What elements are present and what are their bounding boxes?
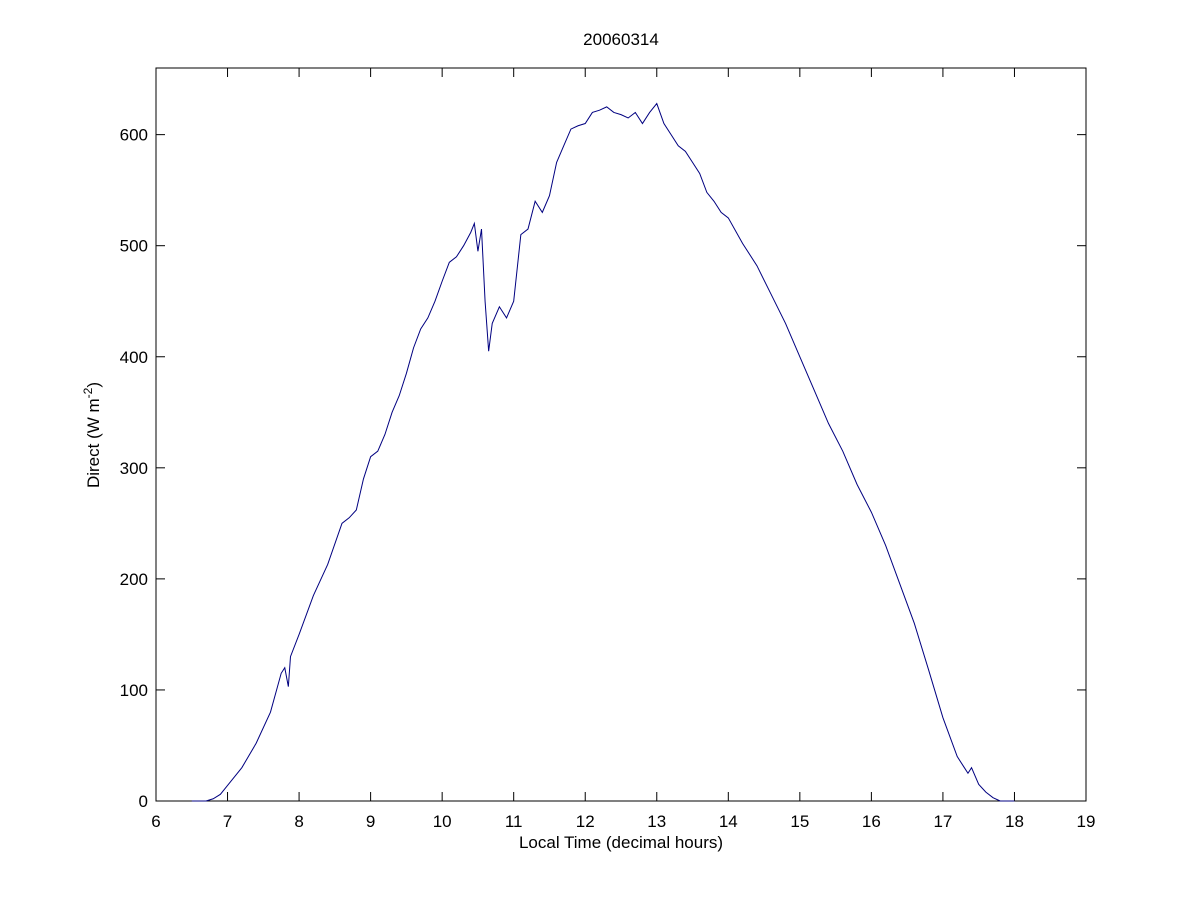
x-tick-label: 18 bbox=[1005, 812, 1024, 831]
x-tick-label: 16 bbox=[862, 812, 881, 831]
x-tick-label: 6 bbox=[151, 812, 160, 831]
x-tick-label: 8 bbox=[294, 812, 303, 831]
y-tick-label: 300 bbox=[120, 459, 148, 478]
x-axis-label: Local Time (decimal hours) bbox=[519, 833, 723, 852]
data-line bbox=[191, 102, 1015, 802]
x-tick-label: 12 bbox=[576, 812, 595, 831]
y-axis-label-superscript: -2 bbox=[81, 387, 95, 398]
x-tick-label: 11 bbox=[505, 812, 523, 831]
x-tick-label: 9 bbox=[366, 812, 375, 831]
y-tick-label: 100 bbox=[120, 681, 148, 700]
x-tick-label: 15 bbox=[790, 812, 809, 831]
x-tick-label: 10 bbox=[433, 812, 452, 831]
y-axis-label: Direct (W m-2) bbox=[81, 382, 103, 488]
y-tick-label: 400 bbox=[120, 348, 148, 367]
x-tick-label: 17 bbox=[933, 812, 952, 831]
y-tick-label: 500 bbox=[120, 237, 148, 256]
x-tick-label: 19 bbox=[1077, 812, 1096, 831]
y-tick-label: 200 bbox=[120, 570, 148, 589]
x-tick-label: 7 bbox=[223, 812, 232, 831]
y-axis-label-text: ) bbox=[84, 382, 103, 388]
chart-title: 20060314 bbox=[583, 30, 659, 49]
y-tick-label: 600 bbox=[120, 126, 148, 145]
plot-frame bbox=[155, 67, 1087, 802]
y-axis-label-text: Direct (W m bbox=[84, 398, 103, 488]
x-tick-label: 13 bbox=[647, 812, 666, 831]
y-tick-label: 0 bbox=[139, 792, 148, 811]
x-tick-label: 14 bbox=[719, 812, 738, 831]
